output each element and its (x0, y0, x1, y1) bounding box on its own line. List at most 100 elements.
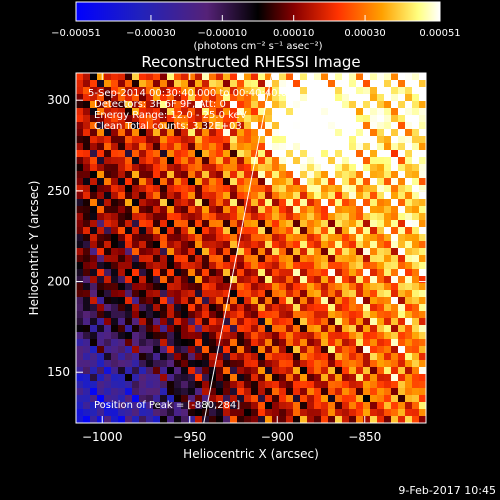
heatmap-cell (328, 325, 336, 333)
heatmap-cell (349, 136, 357, 144)
heatmap-cell (132, 409, 140, 417)
heatmap-cell (398, 304, 406, 312)
heatmap-cell (125, 311, 133, 319)
heatmap-cell (307, 381, 315, 389)
heatmap-cell (405, 374, 413, 382)
heatmap-cell (132, 416, 140, 423)
heatmap-cell (349, 143, 357, 151)
heatmap-cell (118, 213, 126, 221)
heatmap-cell (209, 262, 217, 270)
heatmap-cell (412, 248, 420, 256)
heatmap-cell (265, 311, 273, 319)
heatmap-cell (223, 101, 231, 109)
heatmap-cell (370, 241, 378, 249)
heatmap-cell (419, 178, 426, 186)
heatmap-cell (293, 395, 301, 403)
heatmap-cell (76, 227, 84, 235)
heatmap-cell (202, 206, 210, 214)
heatmap-cell (391, 199, 399, 207)
heatmap-cell (321, 220, 329, 228)
heatmap-cell (244, 157, 252, 165)
heatmap-cell (209, 269, 217, 277)
heatmap-cell (251, 227, 259, 235)
heatmap-cell (90, 122, 98, 130)
heatmap-cell (272, 395, 280, 403)
heatmap-cell (160, 241, 168, 249)
heatmap-cell (412, 297, 420, 305)
heatmap-cell (195, 234, 203, 242)
heatmap-cell (76, 136, 84, 144)
heatmap-cell (279, 367, 287, 375)
heatmap-cell (202, 101, 210, 109)
heatmap-cell (188, 220, 196, 228)
heatmap-cell (188, 388, 196, 396)
heatmap-cell (146, 297, 154, 305)
heatmap-cell (76, 416, 84, 423)
heatmap-cell (139, 290, 147, 298)
heatmap-cell (314, 136, 322, 144)
heatmap-cell (195, 220, 203, 228)
heatmap-cell (111, 150, 119, 158)
colorbar-tick-label: −0.00030 (126, 28, 176, 39)
heatmap-cell (377, 80, 385, 88)
heatmap-cell (391, 80, 399, 88)
heatmap-cell (286, 178, 294, 186)
heatmap-cell (363, 318, 371, 326)
heatmap-cell (356, 318, 364, 326)
heatmap-cell (125, 178, 133, 186)
heatmap-cell (174, 374, 182, 382)
heatmap-cell (223, 108, 231, 116)
heatmap-cell (370, 290, 378, 298)
heatmap-cell (370, 206, 378, 214)
heatmap-cell (104, 185, 112, 193)
heatmap-cell (83, 108, 91, 116)
heatmap-cell (328, 318, 336, 326)
heatmap-cell (328, 101, 336, 109)
heatmap-cell (230, 360, 238, 368)
heatmap-cell (314, 94, 322, 102)
heatmap-cell (405, 318, 413, 326)
heatmap-cell (258, 255, 266, 263)
heatmap-cell (300, 192, 308, 200)
heatmap-cell (405, 220, 413, 228)
heatmap-cell (356, 234, 364, 242)
heatmap-cell (377, 192, 385, 200)
heatmap-cell (209, 255, 217, 263)
heatmap-cell (342, 80, 350, 88)
heatmap-cell (160, 122, 168, 130)
heatmap-cell (209, 241, 217, 249)
heatmap-cell (384, 178, 392, 186)
heatmap-cell (195, 353, 203, 361)
heatmap-cell (321, 115, 329, 123)
heatmap-cell (223, 157, 231, 165)
heatmap-cell (216, 353, 224, 361)
heatmap-cell (363, 290, 371, 298)
heatmap-cell (244, 346, 252, 354)
heatmap-cell (356, 199, 364, 207)
heatmap-cell (251, 311, 259, 319)
heatmap-cell (237, 94, 245, 102)
heatmap-cell (139, 269, 147, 277)
heatmap-cell (286, 87, 294, 95)
heatmap-cell (335, 241, 343, 249)
heatmap-cell (160, 234, 168, 242)
heatmap-cell (104, 220, 112, 228)
heatmap-cell (342, 143, 350, 151)
heatmap-cell (279, 199, 287, 207)
heatmap-cell (272, 339, 280, 347)
heatmap-cell (370, 248, 378, 256)
heatmap-cell (118, 157, 126, 165)
heatmap-cell (342, 108, 350, 116)
heatmap-cell (307, 304, 315, 312)
heatmap-cell (97, 374, 105, 382)
heatmap-cell (104, 346, 112, 354)
heatmap-cell (230, 73, 238, 81)
heatmap-cell (293, 304, 301, 312)
heatmap-cell (209, 206, 217, 214)
heatmap-cell (202, 374, 210, 382)
heatmap-cell (398, 136, 406, 144)
heatmap-cell (342, 367, 350, 375)
heatmap-cell (349, 73, 357, 81)
heatmap-cell (251, 255, 259, 263)
heatmap-cell (342, 129, 350, 137)
